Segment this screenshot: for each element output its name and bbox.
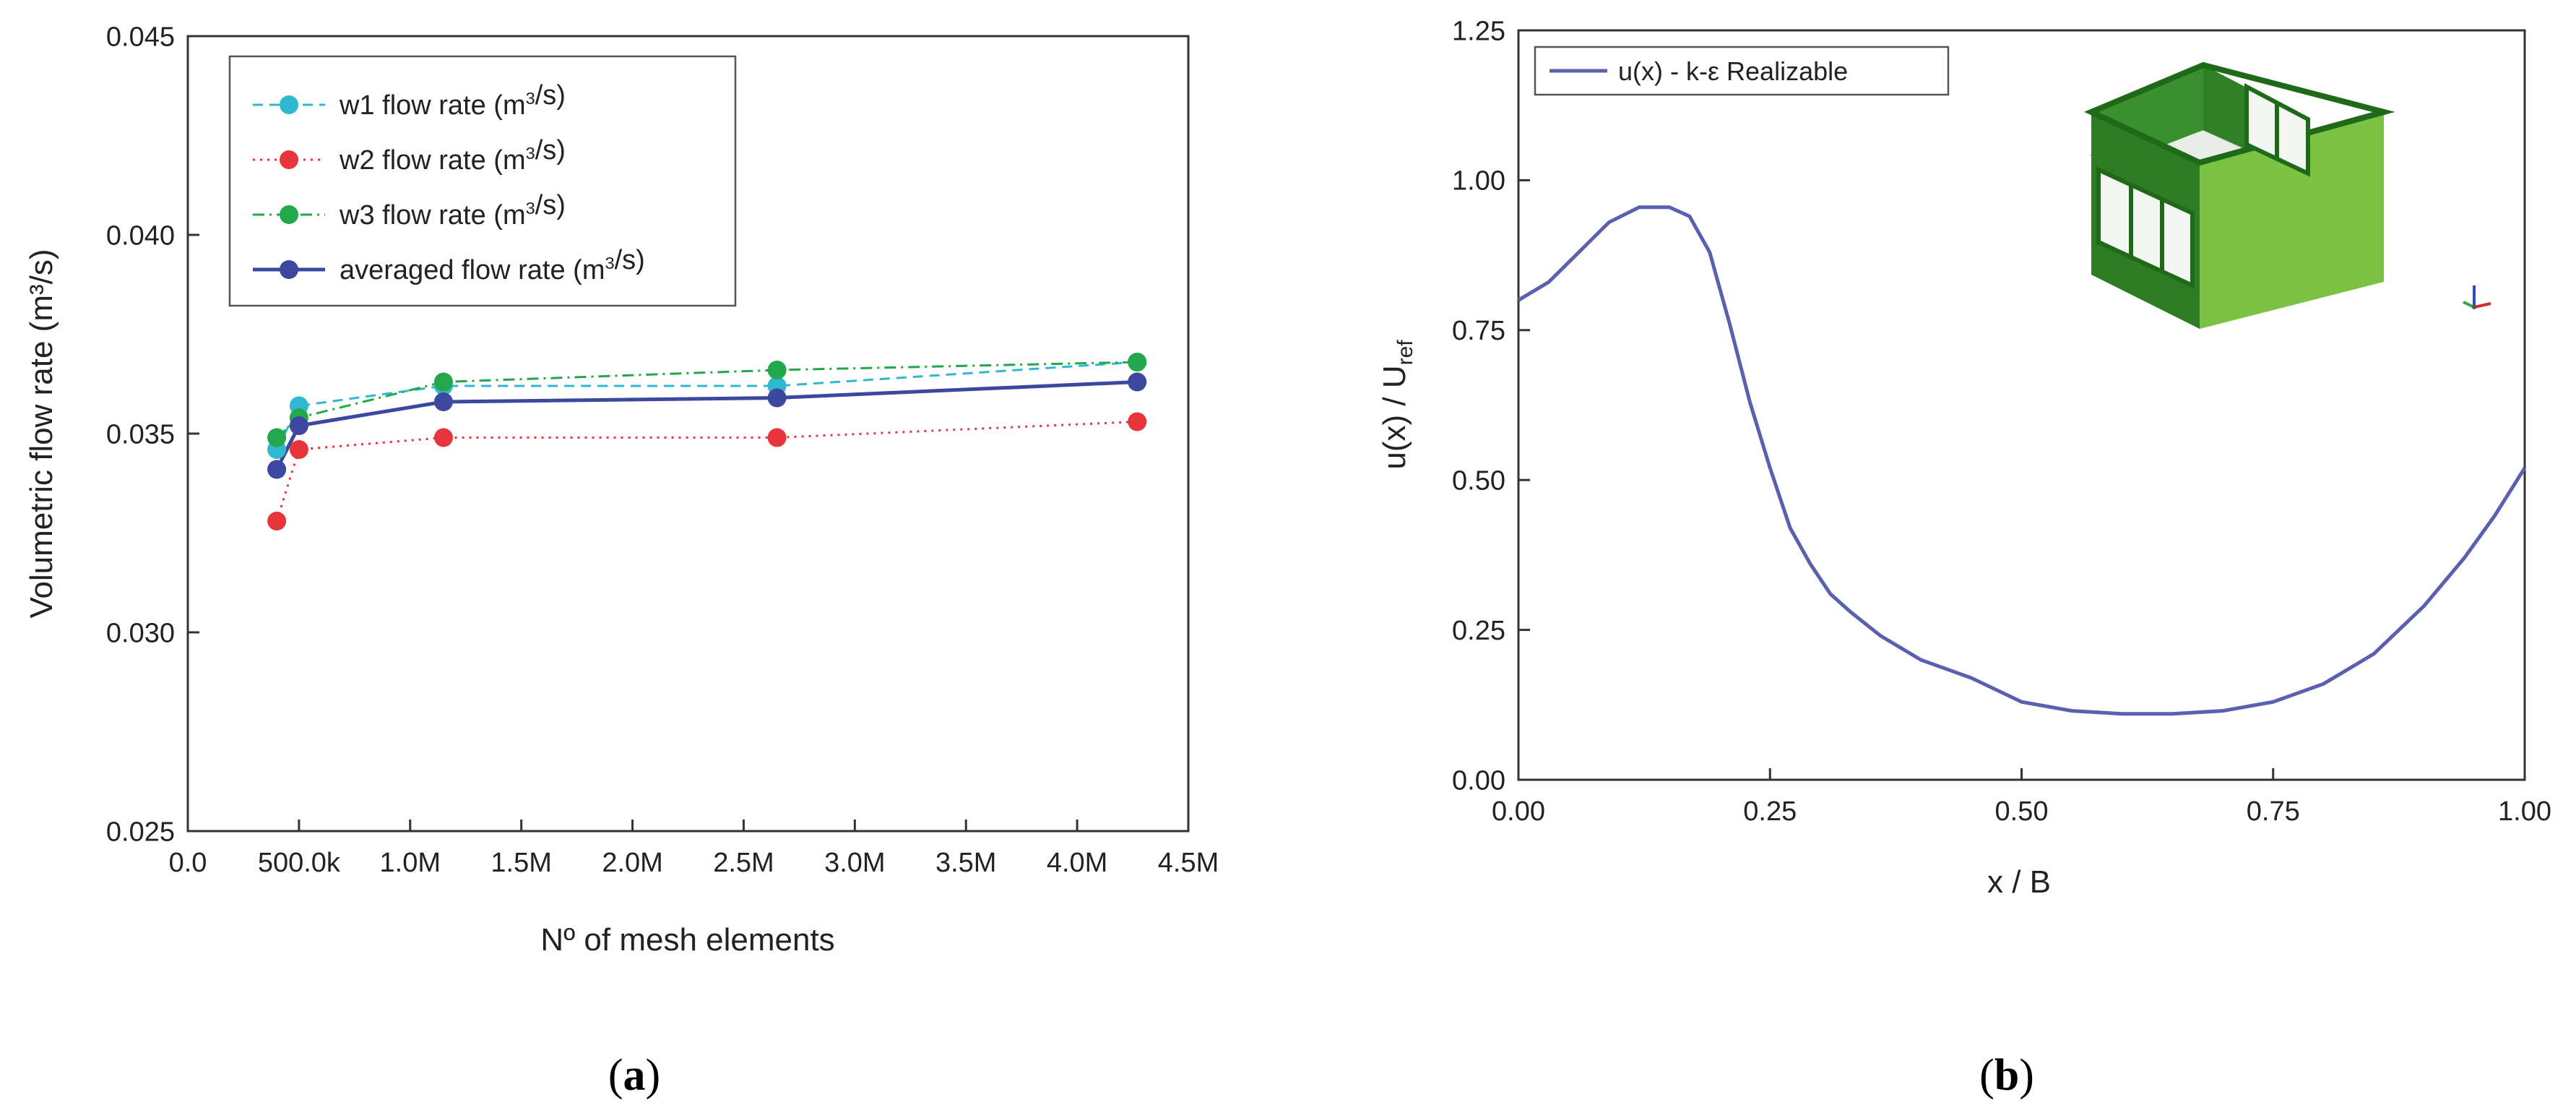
data-point	[767, 388, 787, 408]
data-point	[267, 512, 287, 530]
panel-b-label: (b)	[1979, 1051, 2034, 1100]
x-tick-label: 2.5M	[713, 848, 774, 878]
legend-label: w2 flow rate (m3/s)	[339, 135, 566, 176]
triad-x-axis	[2473, 302, 2491, 309]
x-tick-label: 0.25	[1743, 796, 1797, 827]
data-point	[267, 460, 287, 479]
triad-origin	[2472, 305, 2476, 309]
x-tick-label: 0.0	[169, 848, 207, 878]
data-point	[1128, 353, 1147, 371]
building-model-illustration	[2084, 61, 2395, 329]
x-tick-label: 500.0k	[258, 848, 341, 878]
x-tick-label: 0.75	[2247, 796, 2300, 827]
y-axis-ticks: 0.025 0.030 0.035 0.040 0.045	[106, 22, 199, 847]
y-tick-label: 1.25	[1452, 16, 1505, 46]
legend-swatch-marker	[280, 95, 298, 114]
y-tick-label: 0.75	[1452, 316, 1505, 346]
panel-a-label: (a)	[608, 1051, 660, 1100]
legend-label: averaged flow rate (m3/s)	[340, 245, 645, 285]
x-tick-label: 4.5M	[1158, 848, 1219, 878]
series-lines	[275, 361, 1138, 522]
legend-swatch-marker	[280, 150, 298, 169]
x-tick-label: 3.0M	[824, 848, 885, 878]
legend-label: w1 flow rate (m3/s)	[339, 80, 566, 121]
data-point	[433, 372, 453, 392]
x-tick-label: 4.0M	[1047, 848, 1107, 878]
legend-label: u(x) - k-ε Realizable	[1618, 56, 1848, 86]
data-point	[289, 440, 308, 459]
series-line-4	[275, 380, 1138, 470]
series-lines	[1517, 205, 2527, 716]
data-point	[267, 428, 287, 447]
y-tick-label: 0.035	[106, 419, 175, 450]
data-point	[433, 392, 453, 411]
x-tick-label: 0.00	[1492, 796, 1545, 827]
x-tick-label: 1.0M	[380, 848, 441, 878]
series-points	[267, 353, 1147, 530]
y-tick-label: 0.50	[1452, 466, 1505, 496]
y-tick-label: 0.025	[106, 817, 175, 847]
panel-b-chart: 0.00 0.25 0.50 0.75 1.00 1.25 0.00 0.25 0.50 0.7…	[1377, 16, 2551, 900]
y-axis-label: u(x) / Uref	[1377, 340, 1417, 470]
y-tick-label: 0.045	[106, 22, 175, 52]
y-tick-label: 1.00	[1452, 166, 1505, 197]
x-axis-ticks: 0.0 500.0k 1.0M 1.5M 2.0M 2.5M 3.0M 3.5M 4.0M 4.5…	[169, 820, 1219, 878]
roof-rim	[2084, 61, 2395, 166]
legend: u(x) - k-ε Realizable	[1534, 46, 1950, 96]
legend-label: w3 flow rate (m3/s)	[339, 190, 566, 231]
panel-a-chart: 0.025 0.030 0.035 0.040 0.045 0.0 500.0k 1.0M 1…	[24, 22, 1219, 958]
x-axis-label: x / B	[1987, 864, 2051, 900]
x-axis-label: Nº of mesh elements	[540, 922, 834, 958]
y-tick-label: 0.00	[1452, 765, 1505, 796]
left-window-opening	[2096, 166, 2195, 289]
data-point	[289, 416, 308, 435]
data-point	[767, 428, 787, 447]
data-point	[1128, 372, 1147, 392]
axes-triad-icon	[2463, 285, 2491, 309]
legend: w1 flow rate (m3/s) w2 flow rate (m3/s) w3…	[228, 55, 737, 307]
data-point	[1128, 412, 1147, 431]
legend-swatch-marker	[280, 205, 298, 224]
series-line-1	[1517, 205, 2527, 716]
series-line-2	[275, 421, 1138, 522]
data-point	[433, 428, 453, 447]
legend-swatch-marker	[280, 260, 298, 279]
x-tick-label: 0.50	[1995, 796, 2049, 827]
data-point	[767, 361, 787, 379]
y-tick-label: 0.040	[106, 220, 175, 251]
x-tick-label: 2.0M	[602, 848, 662, 878]
legend-box	[228, 55, 737, 307]
y-axis-ticks: 0.00 0.25 0.50 0.75 1.00 1.25	[1452, 16, 1530, 796]
y-tick-label: 0.030	[106, 618, 175, 648]
x-tick-label: 3.5M	[935, 848, 996, 878]
front-wall	[2200, 112, 2384, 329]
x-tick-label: 1.5M	[490, 848, 551, 878]
series-line-1	[275, 361, 1138, 450]
x-tick-label: 1.00	[2498, 796, 2551, 827]
y-axis-label: Volumetric flow rate (m³/s)	[24, 249, 59, 619]
x-axis-ticks: 0.00 0.25 0.50 0.75 1.00	[1492, 768, 2551, 827]
y-tick-label: 0.25	[1452, 616, 1505, 646]
